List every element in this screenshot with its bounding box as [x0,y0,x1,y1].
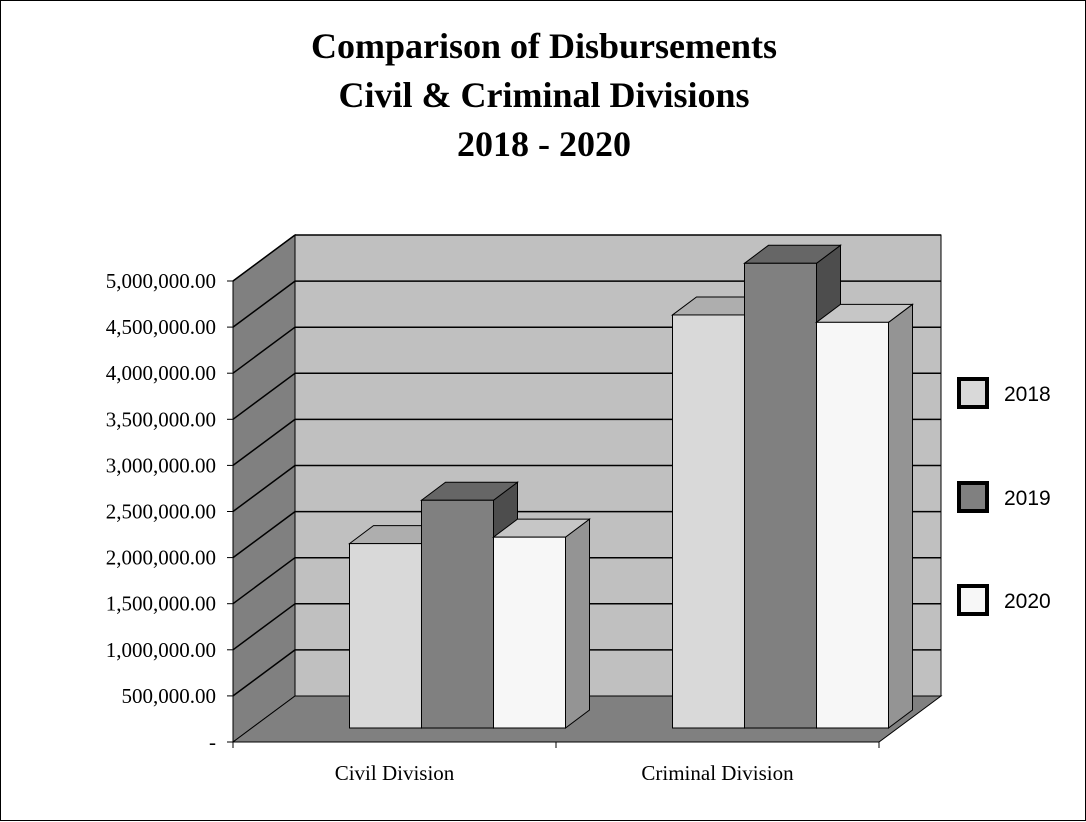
y-tick-label: 1,000,000.00 [106,638,216,662]
legend-swatch [957,481,989,513]
title-line-3: 2018 - 2020 [457,124,631,164]
gridline-side [232,418,296,467]
legend-swatch [957,584,989,616]
y-tick-label: 4,500,000.00 [106,315,216,339]
legend-item: 2018 [957,377,1051,409]
gridline-side [232,557,296,605]
y-tick-label: 4,000,000.00 [106,361,216,385]
gridline-side [232,372,296,420]
legend-label: 2020 [1004,590,1051,613]
y-tick-label: - [209,730,216,754]
bar-front [672,314,745,729]
bar-2020-criminal [815,303,914,729]
y-tick-label: 3,500,000.00 [106,407,216,431]
bar-front [493,536,566,729]
y-axis: - 500,000.00 1,000,000.00 1,500,000.00 2,000… [106,269,880,754]
bar-2020-civil [492,518,591,729]
gridline-side [232,603,296,651]
legend-label: 2018 [1004,383,1051,406]
y-tick-label: 1,500,000.00 [106,592,216,616]
title-line-1: Comparison of Disbursements [311,26,777,66]
gridline-side [232,649,296,697]
chart-title: Comparison of Disbursements Civil & Crim… [311,26,777,164]
bars [348,244,914,729]
legend: 2018 2019 2020 [957,377,1051,616]
y-tick-label: 500,000.00 [122,684,217,708]
bar-front [349,543,422,729]
gridline-side [232,280,296,328]
legend-item: 2020 [957,584,1051,616]
title-line-2: Civil & Criminal Divisions [338,75,749,115]
y-tick-label: 2,000,000.00 [106,546,216,570]
bar-front [744,262,817,729]
gridline-side [232,234,296,282]
legend-item: 2019 [957,481,1051,513]
bar-front [421,499,494,729]
legend-swatch [957,377,989,409]
gridline-side [232,464,296,513]
bar-side [565,518,590,729]
x-axis-labels: Civil Division Criminal Division [335,761,794,785]
y-tick-label: 3,000,000.00 [106,453,216,477]
bar-front [816,321,889,729]
x-tick-label: Criminal Division [641,761,794,785]
legend-label: 2019 [1004,487,1051,510]
x-tick-label: Civil Division [335,761,455,785]
gridline-side [232,510,296,559]
gridline-side [232,326,296,374]
bar-side [888,303,913,729]
y-tick-label: 5,000,000.00 [106,269,216,293]
y-tick-label: 2,500,000.00 [106,500,216,524]
